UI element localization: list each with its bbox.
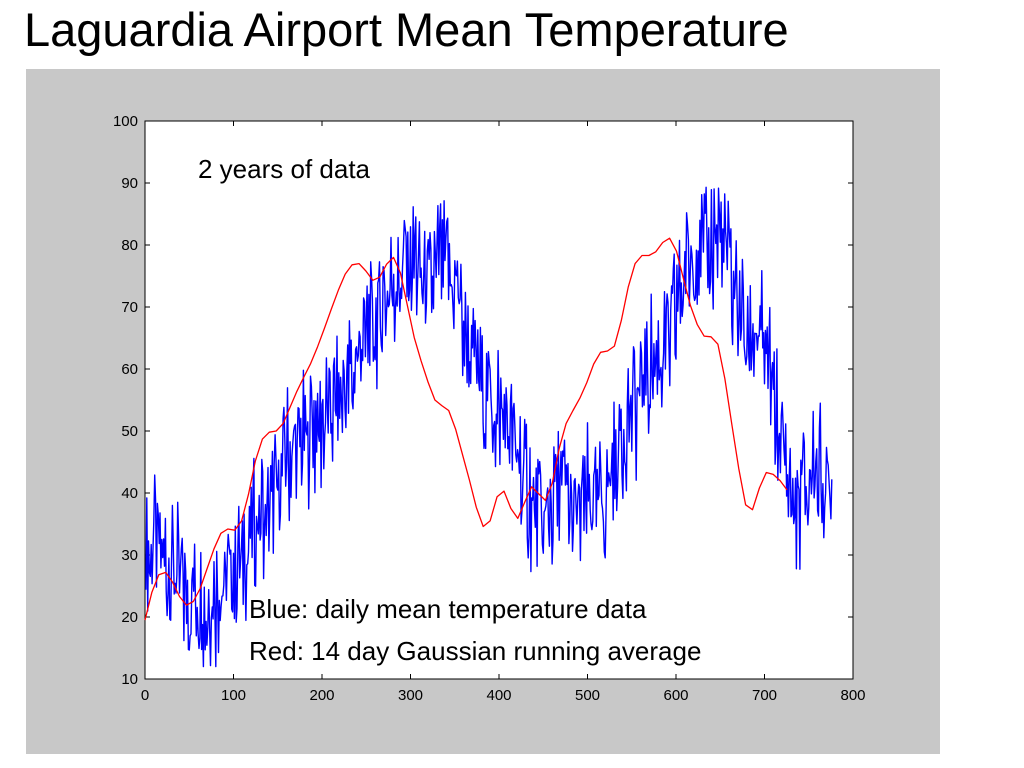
series-line-average: [144, 237, 788, 621]
x-tick-label: 0: [141, 687, 149, 704]
y-tick-label: 90: [121, 175, 138, 192]
x-tick-label: 100: [221, 687, 246, 704]
annotation-years: 2 years of data: [198, 154, 371, 184]
y-tick-label: 40: [121, 485, 138, 502]
x-tick-label: 700: [752, 687, 777, 704]
x-tick-label: 200: [309, 687, 334, 704]
temperature-chart: 0 100 200 300 400 500 600 700 800 10 20 30 40 50 60 70 8…: [113, 113, 866, 704]
axis-ticks: 0 100 200 300 400 500 600 700 800 10 20 30 40 50 60 70 8…: [113, 113, 866, 704]
y-tick-label: 80: [121, 237, 138, 254]
x-tick-label: 400: [486, 687, 511, 704]
x-tick-label: 300: [398, 687, 423, 704]
y-tick-label: 30: [121, 547, 138, 564]
x-tick-label: 500: [575, 687, 600, 704]
slide-title: Laguardia Airport Mean Temperature: [24, 3, 789, 56]
figure-window: 0 100 200 300 400 500 600 700 800 10 20 30 40 50 60 70 8…: [26, 69, 940, 754]
y-tick-label: 50: [121, 423, 138, 440]
y-tick-label: 20: [121, 609, 138, 626]
y-tick-label: 70: [121, 299, 138, 316]
y-tick-label: 10: [121, 671, 138, 688]
series-layer: [144, 186, 833, 668]
y-tick-label: 60: [121, 361, 138, 378]
series-line-daily: [145, 186, 833, 668]
legend-blue-text: Blue: daily mean temperature data: [249, 594, 647, 624]
y-tick-label: 100: [113, 113, 138, 130]
legend-red-text: Red: 14 day Gaussian running average: [249, 636, 701, 666]
x-tick-label: 800: [840, 687, 865, 704]
x-tick-label: 600: [663, 687, 688, 704]
